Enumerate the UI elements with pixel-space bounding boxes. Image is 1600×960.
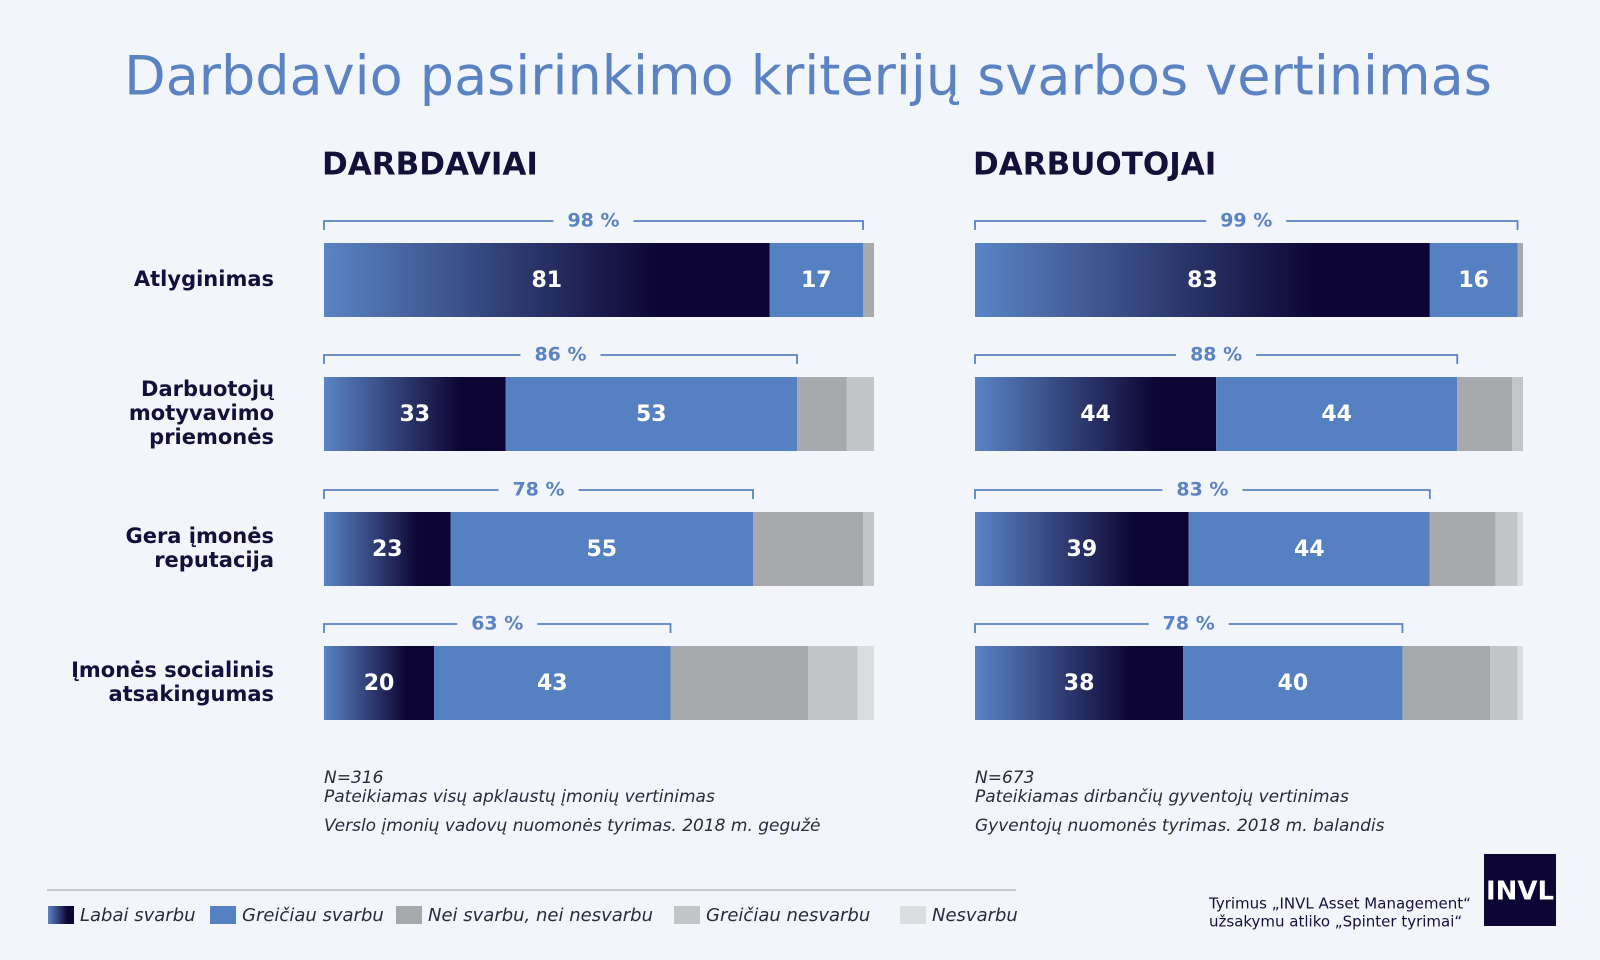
total-bracket xyxy=(323,623,672,633)
legend-swatch xyxy=(48,906,74,924)
chart-subtitle: DARBDAVIAI xyxy=(322,147,538,183)
value-label: 53 xyxy=(636,402,667,427)
bar-segment xyxy=(857,646,874,720)
category-label: Atlyginimas xyxy=(134,267,274,291)
bar-segment xyxy=(846,377,874,451)
total-label: 99 % xyxy=(1220,210,1272,232)
category-label: Darbuotojų motyvavimo priemonės xyxy=(129,377,275,449)
total-label: 98 % xyxy=(567,210,619,232)
value-label: 39 xyxy=(1067,537,1098,562)
value-label: 23 xyxy=(372,537,403,562)
legend-label: Greičiau nesvarbu xyxy=(706,905,870,926)
value-label: 43 xyxy=(537,671,568,696)
bar-segment xyxy=(1402,646,1491,720)
total-bracket xyxy=(323,354,798,364)
total-bracket xyxy=(323,489,754,499)
total-bracket xyxy=(323,220,864,230)
category-label: Gera įmonės reputacija xyxy=(125,524,274,572)
bar-segment xyxy=(1517,512,1523,586)
total-bracket xyxy=(974,489,1431,499)
bar-segment xyxy=(1457,377,1513,451)
note: N=673 xyxy=(975,768,1034,788)
value-label: 20 xyxy=(364,671,395,696)
value-label: 55 xyxy=(586,537,617,562)
total-label: 63 % xyxy=(471,613,523,635)
bar-segment xyxy=(324,512,451,586)
legend-label: Greičiau svarbu xyxy=(242,905,384,926)
total-label: 86 % xyxy=(534,344,586,366)
bar-segment xyxy=(1188,512,1430,586)
note: Verslo įmonių vadovų nuomonės tyrimas. 2… xyxy=(324,816,820,836)
bar-segment xyxy=(1517,646,1523,720)
value-label: 44 xyxy=(1294,537,1325,562)
bar-segment xyxy=(1429,512,1496,586)
value-label: 44 xyxy=(1321,402,1352,427)
bar-segment xyxy=(1495,512,1518,586)
legend-label: Nei svarbu, nei nesvarbu xyxy=(428,905,653,926)
bar-segment xyxy=(1429,243,1518,317)
bar-segment xyxy=(1517,243,1523,317)
legend-label: Labai svarbu xyxy=(80,905,196,926)
bar-segment xyxy=(769,243,863,317)
note: Pateikiamas dirbančių gyventojų vertinim… xyxy=(975,787,1349,807)
bar-segment xyxy=(863,512,874,586)
legend-swatch xyxy=(900,906,926,924)
bar-segment xyxy=(975,646,1184,720)
value-label: 38 xyxy=(1064,671,1095,696)
total-label: 83 % xyxy=(1176,479,1228,501)
bar-segment xyxy=(1512,377,1523,451)
value-label: 83 xyxy=(1187,268,1218,293)
total-bracket xyxy=(974,220,1519,230)
bar-segment xyxy=(753,512,863,586)
chart-subtitle: DARBUOTOJAI xyxy=(973,147,1216,183)
bar-segment xyxy=(1490,646,1518,720)
value-label: 81 xyxy=(531,268,562,293)
total-label: 88 % xyxy=(1190,344,1242,366)
note: Pateikiamas visų apklaustų įmonių vertin… xyxy=(324,787,715,807)
legend-swatch xyxy=(674,906,700,924)
legend-label: Nesvarbu xyxy=(932,905,1018,926)
total-label: 78 % xyxy=(512,479,564,501)
bar-segment xyxy=(434,646,671,720)
bar-segment xyxy=(975,512,1189,586)
note: N=316 xyxy=(324,768,384,788)
note: Gyventojų nuomonės tyrimas. 2018 m. bala… xyxy=(975,816,1385,836)
value-label: 33 xyxy=(399,402,430,427)
bar-segment xyxy=(797,377,847,451)
total-bracket xyxy=(974,354,1459,364)
bar-segment xyxy=(863,243,874,317)
logo: INVL xyxy=(1486,877,1554,907)
bar-segment xyxy=(324,243,770,317)
value-label: 17 xyxy=(801,268,832,293)
bar-segment xyxy=(324,646,434,720)
bar-segment xyxy=(1183,646,1403,720)
bar-segment xyxy=(1216,377,1458,451)
value-label: 44 xyxy=(1080,402,1111,427)
value-label: 40 xyxy=(1278,671,1309,696)
page-title: Darbdavio pasirinkimo kriterijų svarbos … xyxy=(124,45,1492,108)
bar-segment xyxy=(975,243,1430,317)
bar-segment xyxy=(975,377,1217,451)
category-label: Įmonės socialinis atsakingumas xyxy=(71,658,274,706)
bar-segment xyxy=(505,377,797,451)
total-label: 78 % xyxy=(1163,613,1215,635)
bar-segment xyxy=(670,646,808,720)
bar-segment xyxy=(808,646,858,720)
total-bracket xyxy=(974,623,1404,633)
credit: užsakymu atliko „Spinter tyrimai“ xyxy=(1209,913,1462,931)
value-label: 16 xyxy=(1458,268,1489,293)
bar-segment xyxy=(450,512,753,586)
credit: Tyrimus „INVL Asset Management“ xyxy=(1208,895,1471,913)
logo-box xyxy=(1484,854,1556,926)
bar-segment xyxy=(324,377,506,451)
legend-swatch xyxy=(396,906,422,924)
legend-swatch xyxy=(210,906,236,924)
